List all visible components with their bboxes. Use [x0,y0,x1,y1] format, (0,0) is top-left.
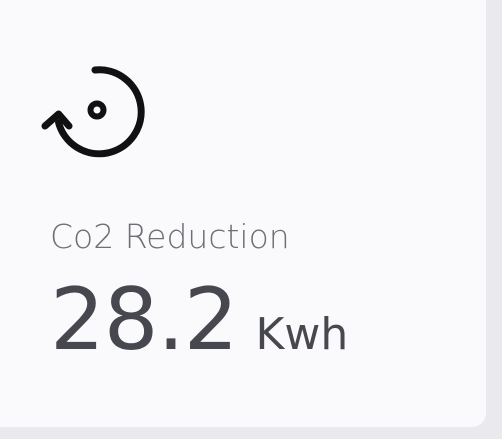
refresh-cycle-icon [40,62,148,162]
metric-unit: Kwh [255,309,349,360]
metric-value-row: 28.2 Kwh [50,272,348,368]
co2-metric-card: Co2 Reduction 28.2 Kwh [0,0,486,427]
metric-label: Co2 Reduction [50,217,290,256]
metric-value: 28.2 [50,270,238,370]
